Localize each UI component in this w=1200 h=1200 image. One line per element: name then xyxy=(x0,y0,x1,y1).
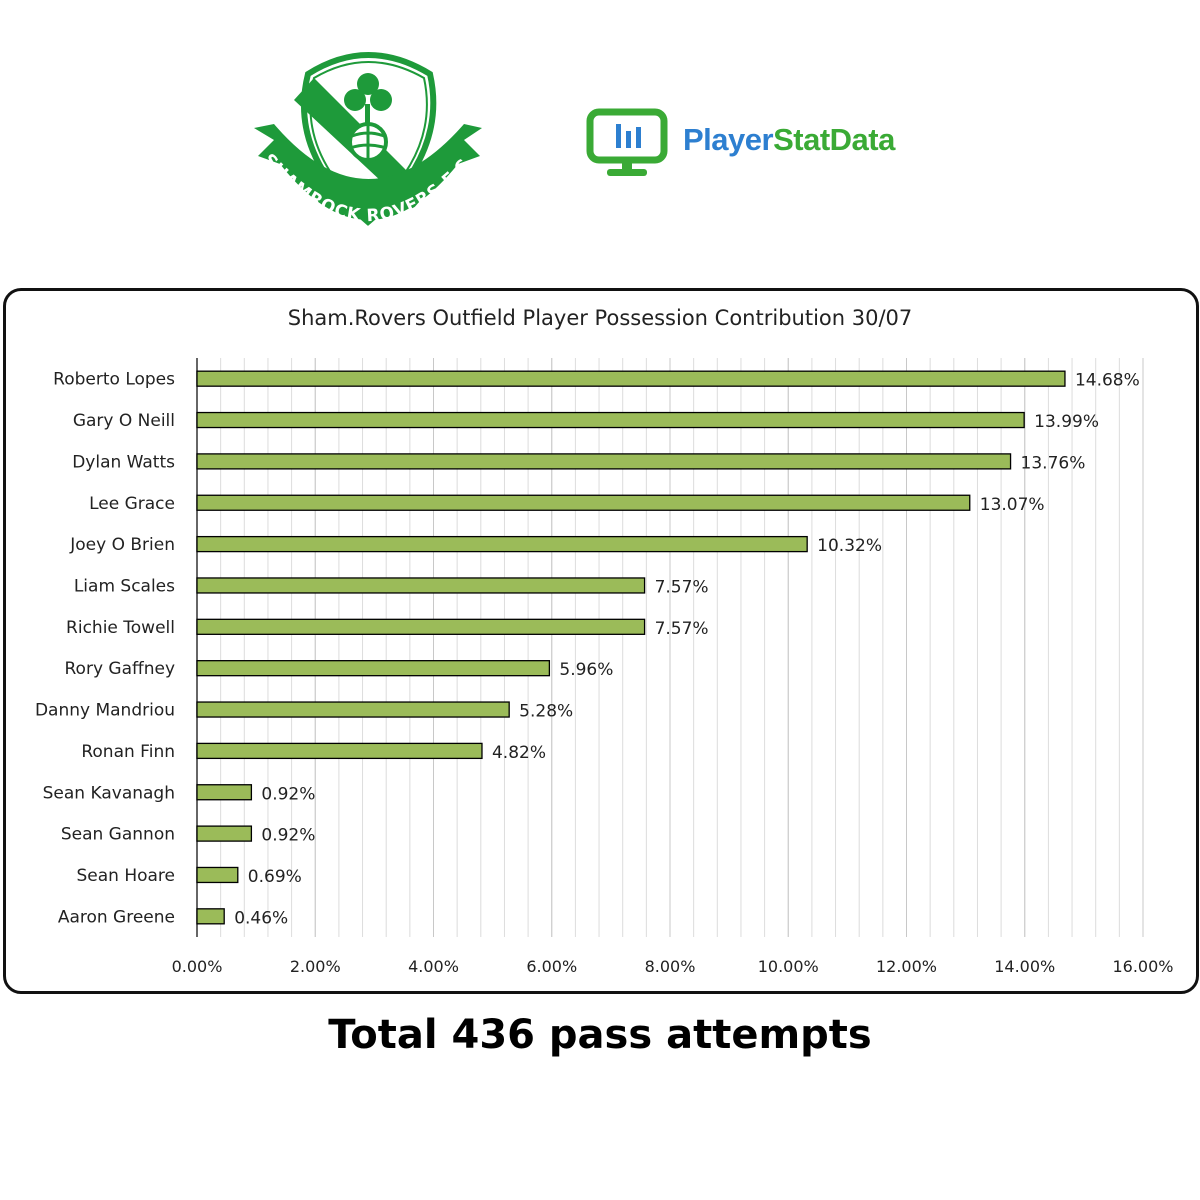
brand-name: PlayerStatData xyxy=(683,122,895,158)
shamrock-icon xyxy=(344,73,392,124)
x-tick-label: 10.00% xyxy=(758,957,819,976)
data-label: 0.92% xyxy=(261,826,315,846)
bar xyxy=(196,742,483,760)
data-label: 13.07% xyxy=(980,495,1045,515)
data-label: 4.82% xyxy=(492,743,546,763)
category-label: Lee Grace xyxy=(89,494,175,514)
data-label: 0.92% xyxy=(261,784,315,804)
data-label: 0.46% xyxy=(234,908,288,928)
data-label: 14.68% xyxy=(1075,371,1140,391)
x-tick-label: 14.00% xyxy=(994,957,1055,976)
bar xyxy=(196,866,239,884)
bar xyxy=(196,577,646,594)
bar xyxy=(196,535,808,553)
data-label: 13.76% xyxy=(1021,453,1086,473)
category-label: Aaron Greene xyxy=(58,907,175,927)
data-label: 7.57% xyxy=(655,577,709,597)
data-label: 10.32% xyxy=(817,536,882,556)
category-label: Roberto Lopes xyxy=(53,370,175,390)
x-tick-label: 0.00% xyxy=(172,957,223,976)
chart-title: Sham.Rovers Outfield Player Possession C… xyxy=(287,306,913,330)
bar xyxy=(196,660,551,677)
category-label: Rory Gaffney xyxy=(65,659,176,679)
category-label: Sean Kavanagh xyxy=(43,783,175,803)
data-label: 13.99% xyxy=(1034,412,1099,432)
playerstatdata-logo: PlayerStatData xyxy=(585,108,945,184)
category-label: Ronan Finn xyxy=(81,742,175,762)
x-tick-label: 12.00% xyxy=(876,957,937,976)
total-pass-attempts: Total 436 pass attempts xyxy=(328,1012,872,1058)
category-label: Danny Mandriou xyxy=(35,701,175,721)
category-label: Gary O Neill xyxy=(73,411,175,431)
football-icon xyxy=(348,122,388,162)
bar xyxy=(196,370,1066,387)
data-label: 5.28% xyxy=(519,702,573,722)
bar xyxy=(196,825,253,842)
data-label: 7.57% xyxy=(655,619,709,639)
bar xyxy=(196,701,510,718)
x-tick-label: 4.00% xyxy=(408,957,459,976)
brand-name-part1: Player xyxy=(683,122,774,157)
category-label: Liam Scales xyxy=(74,576,175,596)
data-label: 0.69% xyxy=(248,867,302,887)
category-label: Joey O Brien xyxy=(69,535,175,555)
category-label: Richie Towell xyxy=(66,618,175,638)
data-label: 5.96% xyxy=(559,660,613,680)
category-label: Sean Gannon xyxy=(61,825,175,845)
x-tick-label: 6.00% xyxy=(526,957,577,976)
bar xyxy=(196,411,1025,429)
category-label: Dylan Watts xyxy=(72,452,175,472)
x-tick-label: 8.00% xyxy=(645,957,696,976)
x-tick-label: 2.00% xyxy=(290,957,341,976)
category-label: Sean Hoare xyxy=(76,866,175,886)
bar xyxy=(196,784,253,801)
bar xyxy=(196,453,1012,470)
monitor-bar-chart-icon xyxy=(586,108,668,176)
x-tick-label: 16.00% xyxy=(1112,957,1173,976)
club-crest-logo: SHAMROCK ROVERS F.C. xyxy=(254,52,482,226)
bar xyxy=(196,618,646,635)
bar xyxy=(196,908,225,925)
bar xyxy=(196,494,971,511)
brand-name-part2: StatData xyxy=(773,122,895,157)
